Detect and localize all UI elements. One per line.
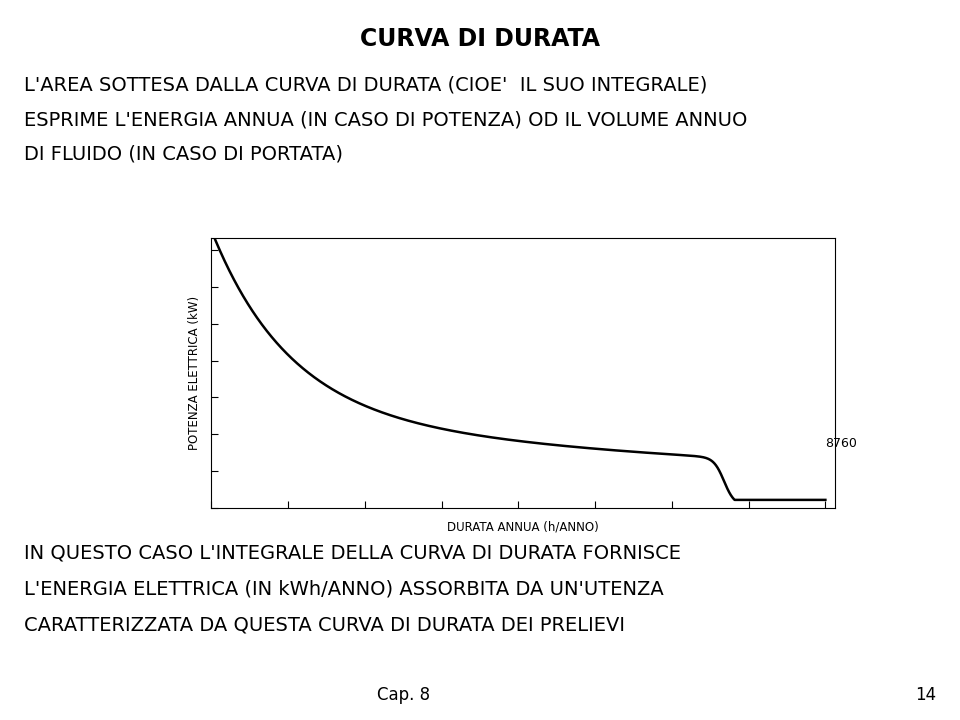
Text: L'AREA SOTTESA DALLA CURVA DI DURATA (CIOE'  IL SUO INTEGRALE): L'AREA SOTTESA DALLA CURVA DI DURATA (CI… xyxy=(24,76,708,94)
Text: L'ENERGIA ELETTRICA (IN kWh/ANNO) ASSORBITA DA UN'UTENZA: L'ENERGIA ELETTRICA (IN kWh/ANNO) ASSORB… xyxy=(24,580,663,598)
X-axis label: DURATA ANNUA (h/ANNO): DURATA ANNUA (h/ANNO) xyxy=(447,521,599,534)
Text: CARATTERIZZATA DA QUESTA CURVA DI DURATA DEI PRELIEVI: CARATTERIZZATA DA QUESTA CURVA DI DURATA… xyxy=(24,616,625,634)
Text: IN QUESTO CASO L'INTEGRALE DELLA CURVA DI DURATA FORNISCE: IN QUESTO CASO L'INTEGRALE DELLA CURVA D… xyxy=(24,544,681,562)
Text: CURVA DI DURATA: CURVA DI DURATA xyxy=(360,27,600,51)
Text: ESPRIME L'ENERGIA ANNUA (IN CASO DI POTENZA) OD IL VOLUME ANNUO: ESPRIME L'ENERGIA ANNUA (IN CASO DI POTE… xyxy=(24,110,748,129)
Text: DI FLUIDO (IN CASO DI PORTATA): DI FLUIDO (IN CASO DI PORTATA) xyxy=(24,145,343,163)
Text: 8760: 8760 xyxy=(826,437,857,450)
Y-axis label: POTENZA ELETTRICA (kW): POTENZA ELETTRICA (kW) xyxy=(188,295,201,450)
Text: 14: 14 xyxy=(915,686,936,704)
Text: Cap. 8: Cap. 8 xyxy=(376,686,430,704)
